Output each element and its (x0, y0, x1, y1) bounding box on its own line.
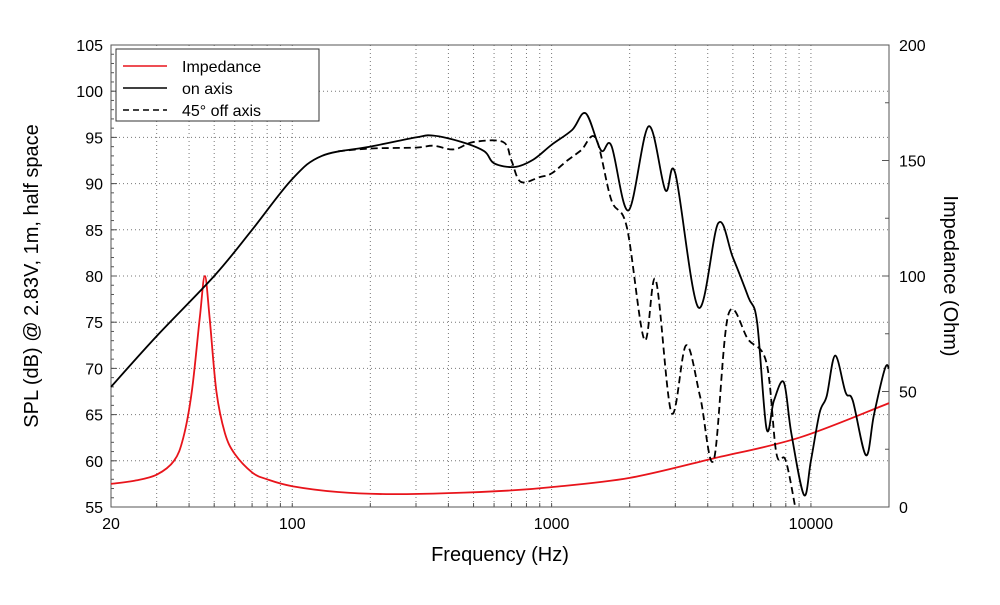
y2-tick-label: 0 (899, 500, 908, 517)
y-tick-label: 75 (85, 315, 103, 332)
legend-label-off-axis: 45° off axis (182, 103, 261, 120)
y-tick-label: 85 (85, 223, 103, 240)
legend: Impedance on axis 45° off axis (115, 48, 320, 122)
legend-label-on-axis: on axis (182, 81, 233, 98)
series-line-on-axis (110, 112, 890, 497)
y2-tick-label: 100 (899, 269, 926, 286)
y2-tick-label: 50 (899, 385, 917, 402)
y-tick-label: 55 (85, 500, 103, 517)
y-tick-label: 105 (76, 38, 103, 55)
y-tick-label: 100 (76, 84, 103, 101)
y2-axis-label: Impedance (Ohm) (939, 195, 961, 356)
axis-ticks: 55 60 65 70 75 80 85 90 95 100 105 0 50 100 150 200 20 10… (76, 38, 926, 533)
x-tick-label: 100 (279, 516, 306, 533)
y2-tick-label: 150 (899, 154, 926, 171)
y-tick-label: 95 (85, 130, 103, 147)
y-axis-label: SPL (dB) @ 2.83V, 1m, half space (21, 124, 43, 427)
x-tick-label: 1000 (534, 516, 570, 533)
series-line-impedance (110, 275, 890, 496)
x-tick-label: 20 (102, 516, 120, 533)
y-tick-label: 90 (85, 177, 103, 194)
y-tick-label: 70 (85, 361, 103, 378)
y-tick-label: 80 (85, 269, 103, 286)
series-line-45-off-axis (337, 135, 797, 508)
x-axis-label: Frequency (Hz) (431, 544, 569, 566)
y-tick-label: 60 (85, 454, 103, 471)
legend-box (115, 48, 320, 122)
grid-lines (111, 45, 889, 507)
curves (110, 112, 890, 508)
y-tick-label: 65 (85, 408, 103, 425)
x-tick-label: 10000 (789, 516, 834, 533)
y2-tick-label: 200 (899, 38, 926, 55)
legend-label-impedance: Impedance (182, 59, 261, 76)
